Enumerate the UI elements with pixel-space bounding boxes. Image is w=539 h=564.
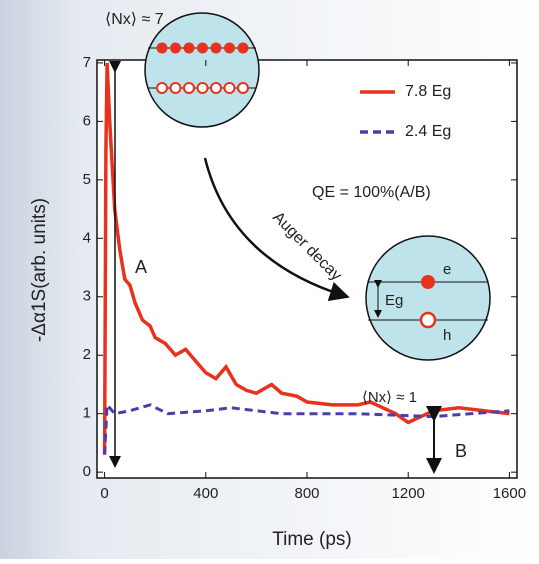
hole bbox=[419, 311, 437, 329]
electron bbox=[170, 42, 181, 54]
x-axis-label: Time (ps) bbox=[272, 529, 352, 550]
x-tick-label: 1200 bbox=[392, 485, 425, 502]
y-tick-label: 2 bbox=[83, 346, 91, 363]
legend-label: 7.8 Eg bbox=[405, 83, 451, 100]
annotation: e bbox=[443, 261, 451, 278]
y-tick-label: 0 bbox=[83, 463, 91, 480]
y-tick-label: 5 bbox=[83, 171, 91, 188]
y-tick-label: 1 bbox=[83, 405, 91, 422]
annotation: ⟨Nx⟩ ≈ 1 bbox=[362, 389, 417, 406]
hole bbox=[169, 82, 182, 94]
electron bbox=[237, 42, 249, 54]
data-line bbox=[102, 62, 510, 455]
annotation: A bbox=[135, 257, 147, 277]
electron bbox=[156, 42, 168, 54]
hole bbox=[223, 82, 236, 94]
annotation: Eg bbox=[385, 292, 403, 309]
annotation: h bbox=[443, 327, 451, 344]
legend-label: 2.4 Eg bbox=[405, 123, 451, 140]
annotation: ⟨Nx⟩ ≈ 7 bbox=[105, 11, 164, 28]
y-tick-label: 3 bbox=[83, 288, 91, 305]
y-tick-label: 7 bbox=[83, 54, 91, 71]
x-tick-label: 1600 bbox=[493, 485, 526, 502]
y-axis-label: -Δα1S(arb. units) bbox=[29, 198, 50, 342]
auger-arrow bbox=[203, 157, 350, 302]
hole bbox=[210, 82, 222, 94]
electron bbox=[183, 42, 195, 54]
hole bbox=[183, 82, 195, 94]
y-tick-label: 4 bbox=[83, 229, 91, 246]
electron bbox=[224, 42, 235, 54]
hole bbox=[237, 82, 249, 94]
x-tick-label: 0 bbox=[100, 485, 108, 502]
x-tick-label: 400 bbox=[193, 485, 218, 502]
electron bbox=[421, 275, 435, 289]
hole bbox=[196, 82, 209, 94]
annotation: B bbox=[455, 441, 467, 461]
electron bbox=[197, 42, 208, 54]
annotation: QE = 100%(A/B) bbox=[312, 184, 431, 201]
y-tick-label: 6 bbox=[83, 112, 91, 129]
inset-circle bbox=[144, 12, 260, 128]
electron bbox=[210, 42, 222, 54]
x-tick-label: 800 bbox=[294, 485, 319, 502]
hole bbox=[156, 82, 168, 94]
inset-circle bbox=[365, 235, 491, 361]
